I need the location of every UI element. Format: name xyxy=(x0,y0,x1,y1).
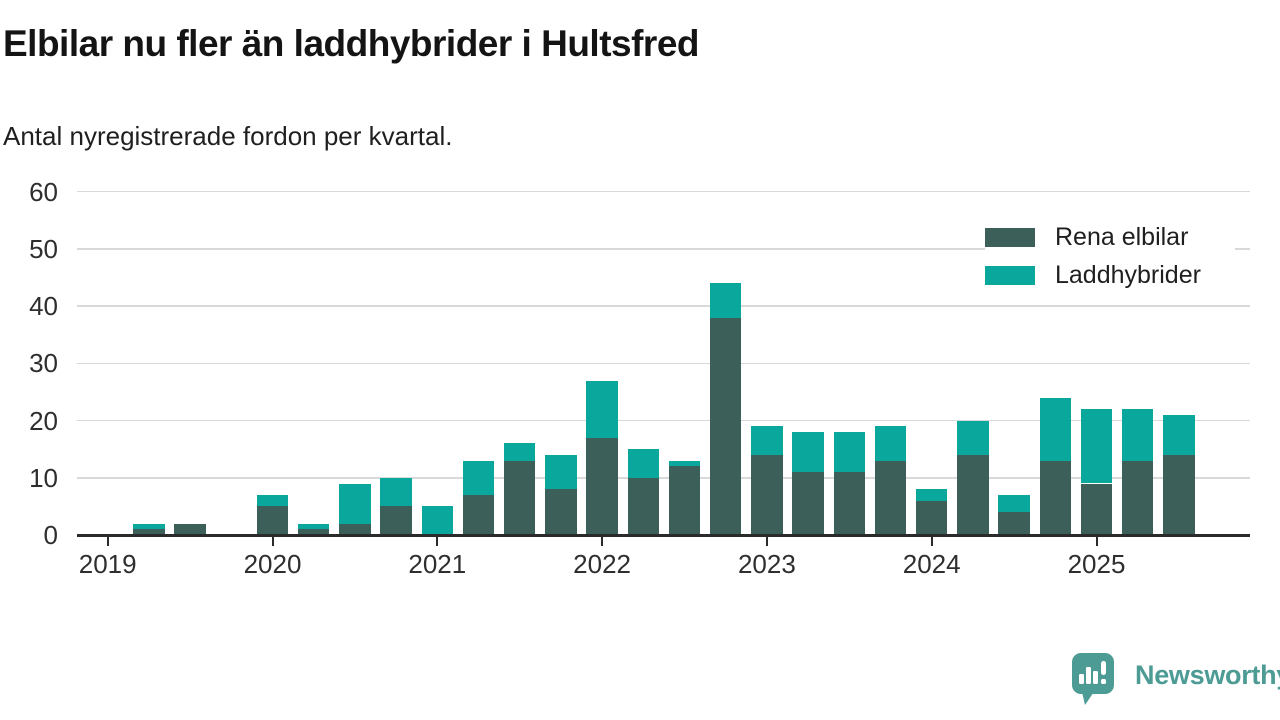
x-axis-tick-2024 xyxy=(930,536,933,546)
bar-2025-q2-laddhybrider xyxy=(1121,409,1154,461)
bar-2024-q4-laddhybrider xyxy=(1039,397,1072,461)
legend-item-laddhybrider: Laddhybrider xyxy=(985,256,1235,294)
bar-2025-q3-laddhybrider xyxy=(1163,414,1195,455)
bar-2021-q1-laddhybrider xyxy=(421,506,454,535)
bar-2019-q2-laddhybrider xyxy=(133,523,165,530)
bar-2020-q1-laddhybrider xyxy=(256,494,289,507)
bar-2025-q1-laddhybrider xyxy=(1080,409,1113,484)
bar-2022-q3-laddhybrider xyxy=(668,460,701,467)
x-axis-label-2022: 2022 xyxy=(573,549,632,579)
x-axis-tick-2025 xyxy=(1095,536,1098,546)
bar-2020-q3-rena-elbilar xyxy=(339,523,371,535)
bar-2021-q4-rena-elbilar xyxy=(545,489,577,535)
legend-item-rena-elbilar: Rena elbilar xyxy=(985,218,1235,256)
y-axis-label-30: 30 xyxy=(29,348,58,379)
bar-2024-q2-laddhybrider xyxy=(957,420,989,455)
bar-2022-q4-rena-elbilar xyxy=(709,317,742,535)
x-axis-label-2023: 2023 xyxy=(737,549,796,579)
bar-2025-q2-rena-elbilar xyxy=(1121,460,1154,535)
y-axis-label-0: 0 xyxy=(43,520,58,550)
bar-2023-q3-rena-elbilar xyxy=(833,472,866,535)
bar-2020-q1-rena-elbilar xyxy=(256,506,289,535)
legend-laddhybrider-swatch xyxy=(985,265,1035,285)
bar-2021-q2-laddhybrider xyxy=(462,460,495,495)
gridline-y-10 xyxy=(77,477,1250,479)
newsworthy-logo: Newsworthy xyxy=(1072,653,1280,705)
y-axis-label-10: 10 xyxy=(29,462,58,493)
bar-2023-q4-laddhybrider xyxy=(874,426,907,461)
chart-subtitle: Antal nyregistrerade fordon per kvartal. xyxy=(3,121,453,151)
bar-2020-q2-laddhybrider xyxy=(297,523,330,530)
bar-2025-q1-rena-elbilar xyxy=(1080,483,1113,535)
bar-2022-q1-rena-elbilar xyxy=(586,437,618,535)
bar-2024-q2-rena-elbilar xyxy=(957,454,989,535)
bar-2022-q2-rena-elbilar xyxy=(627,477,660,535)
bar-2024-q4-rena-elbilar xyxy=(1039,460,1072,535)
bar-2019-q2-rena-elbilar xyxy=(133,529,165,535)
bar-2021-q3-rena-elbilar xyxy=(503,460,536,535)
x-axis-label-2019: 2019 xyxy=(78,549,137,579)
bar-2022-q3-rena-elbilar xyxy=(668,466,701,535)
legend-rena-elbilar-swatch xyxy=(985,227,1035,247)
x-axis-line xyxy=(77,533,1250,537)
bar-2022-q2-laddhybrider xyxy=(627,449,660,478)
bar-2021-q3-laddhybrider xyxy=(503,443,536,461)
gridline-y-40 xyxy=(77,305,1250,307)
x-axis-label-2025: 2025 xyxy=(1067,549,1126,579)
y-axis-label-50: 50 xyxy=(29,233,58,264)
x-axis-label-2021: 2021 xyxy=(408,549,467,579)
x-axis-tick-2019 xyxy=(106,536,109,546)
bar-2023-q3-laddhybrider xyxy=(833,432,866,473)
y-axis-label-60: 60 xyxy=(29,176,58,207)
gridline-y-20 xyxy=(77,419,1250,422)
newsworthy-logo-text: Newsworthy xyxy=(1135,660,1280,690)
bar-2024-q1-laddhybrider xyxy=(915,489,948,501)
bar-2023-q4-rena-elbilar xyxy=(874,460,907,535)
bar-2021-q2-rena-elbilar xyxy=(462,494,495,535)
bar-2023-q2-rena-elbilar xyxy=(792,472,824,535)
x-axis-tick-2023 xyxy=(765,536,768,546)
bar-2024-q1-rena-elbilar xyxy=(915,500,948,535)
bar-2020-q3-laddhybrider xyxy=(339,483,371,524)
chart-title: Elbilar nu fler än laddhybrider i Hultsf… xyxy=(3,23,700,64)
bar-2020-q4-rena-elbilar xyxy=(380,506,412,535)
x-axis-tick-2020 xyxy=(271,536,274,546)
legend-label-laddhybrider: Laddhybrider xyxy=(1055,260,1201,289)
legend: Rena elbilar Laddhybrider xyxy=(985,210,1235,302)
x-axis-tick-2022 xyxy=(601,536,604,546)
bar-2025-q3-rena-elbilar xyxy=(1163,454,1195,535)
bar-2020-q2-rena-elbilar xyxy=(297,529,330,535)
bar-2023-q1-laddhybrider xyxy=(751,426,783,455)
bar-2023-q2-laddhybrider xyxy=(792,432,824,473)
gridline-y-30 xyxy=(77,362,1250,365)
newsworthy-bubble-chart-icon xyxy=(1072,653,1114,705)
x-axis-label-2024: 2024 xyxy=(902,549,961,579)
bar-2023-q1-rena-elbilar xyxy=(751,454,783,535)
bar-2022-q1-laddhybrider xyxy=(586,380,618,438)
bar-2019-q3-rena-elbilar xyxy=(174,523,206,535)
y-axis-label-40: 40 xyxy=(29,291,58,322)
x-axis-tick-2021 xyxy=(436,536,439,546)
bar-2022-q4-laddhybrider xyxy=(709,283,742,318)
gridline-y-60 xyxy=(77,190,1250,193)
bar-2024-q3-rena-elbilar xyxy=(998,512,1030,535)
bar-2021-q4-laddhybrider xyxy=(545,454,577,490)
bar-2024-q3-laddhybrider xyxy=(998,494,1030,513)
legend-label-rena-elbilar: Rena elbilar xyxy=(1055,222,1189,251)
gridline-y-50 xyxy=(77,248,1250,250)
bar-2020-q4-laddhybrider xyxy=(380,477,412,507)
x-axis-label-2020: 2020 xyxy=(243,549,302,579)
y-axis-label-20: 20 xyxy=(29,405,58,436)
